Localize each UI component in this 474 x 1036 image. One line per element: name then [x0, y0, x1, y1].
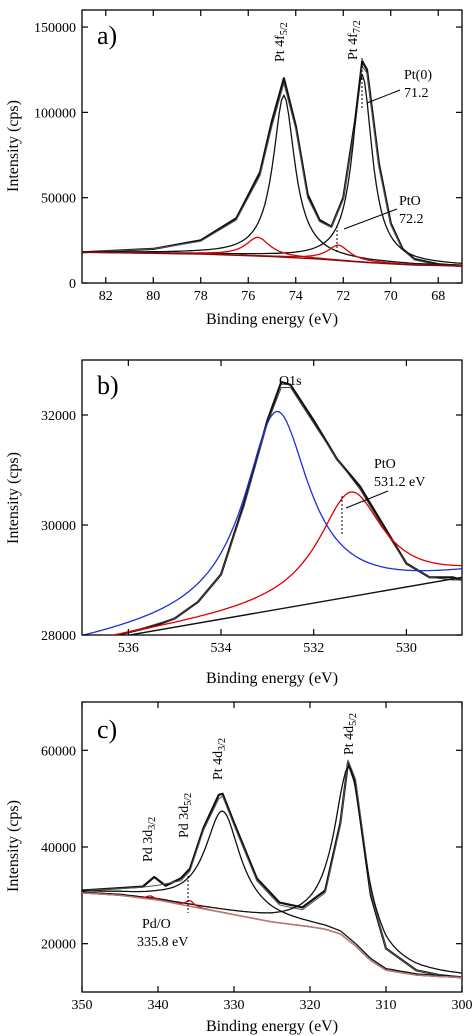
- panel-b-plot-area: [82, 380, 462, 635]
- panel-b-series-o1s-2: [82, 410, 462, 635]
- panel-c-plot-area: [82, 759, 462, 979]
- panel-a-x-ticks: 82 80 78 76 74 72 70 68: [99, 10, 445, 304]
- panel-c-annot-pdo-value: 335.8 eV: [137, 935, 188, 950]
- panel-a-series-pt-4f5-2-2: [82, 94, 462, 266]
- panel-c-xtick-label: 300: [452, 998, 473, 1013]
- panel-c-y-ticks: 20000 40000 60000: [41, 744, 462, 953]
- panel-b-series-pto-3: [110, 491, 462, 635]
- panel-b-annot-pto-value: 531.2 eV: [374, 475, 425, 490]
- panel-c-ytick-label: 40000: [41, 841, 76, 856]
- panel-a-label: a): [97, 21, 117, 50]
- panel-a-xtick-label: 78: [194, 289, 208, 304]
- panel-c-series-envelope-1: [82, 759, 462, 978]
- panel-b-annot-pto: PtO: [374, 457, 396, 472]
- panel-a-ytick-label: 100000: [34, 106, 76, 121]
- panel-c-ytick-label: 60000: [41, 744, 76, 759]
- panel-a-y-ticks: 0 50000 100000 150000: [34, 21, 462, 292]
- panel-b-xlabel: Binding energy (eV): [206, 670, 338, 687]
- panel-b-ytick-label: 30000: [41, 519, 76, 534]
- panel-b-ytick-label: 28000: [41, 629, 76, 644]
- panel-c-label-pd3d32: Pd 3d3/2: [141, 817, 158, 862]
- panel-a-annot-pto-value: 72.2: [399, 212, 424, 227]
- panel-c-ytick-label: 20000: [41, 938, 76, 953]
- panel-a-series-background-6: [82, 251, 462, 267]
- panel-b-ylabel: Intensity (cps): [5, 452, 22, 544]
- panel-a-xtick-label: 72: [336, 289, 350, 304]
- panel-a-xtick-label: 76: [241, 289, 255, 304]
- panel-b-ytick-label: 32000: [41, 409, 76, 424]
- panel-b-arrow-pto: [345, 490, 389, 509]
- panel-a-xtick-label: 70: [384, 289, 398, 304]
- panel-c-xtick-label: 340: [148, 998, 169, 1013]
- panel-a-xtick-label: 80: [146, 289, 160, 304]
- panel-c-xlabel: Binding energy (eV): [206, 1018, 338, 1035]
- panel-c-x-ticks: 350 340 330 320 310 300: [72, 702, 473, 1013]
- panel-a-annot-pt0-value: 71.2: [404, 86, 429, 101]
- panel-c-label-pd3d52: Pd 3d5/2: [177, 793, 194, 838]
- panel-a-ytick-label: 50000: [41, 192, 76, 207]
- panel-a-label-pt4f72: Pt 4f7/2: [346, 20, 363, 60]
- panel-c-label: c): [97, 715, 117, 744]
- panel-c-xtick-label: 330: [224, 998, 245, 1013]
- panel-b-xtick-label: 532: [303, 641, 324, 656]
- panel-a-annot-pto: PtO: [399, 194, 421, 209]
- panel-a-ytick-label: 150000: [34, 21, 76, 36]
- panel-b-annot-o1s: O1s: [279, 374, 302, 389]
- panel-c-xtick-label: 320: [300, 998, 321, 1013]
- panel-b-xtick-label: 536: [118, 641, 139, 656]
- panel-c-series-background-6: [82, 892, 462, 979]
- panel-c: 350 340 330 320 310 300 20000 40000 60000 c) Bi…: [5, 701, 473, 1035]
- panel-c-label-pt4d32: Pt 4d3/2: [211, 738, 228, 780]
- panel-a-xlabel: Binding energy (eV): [206, 311, 338, 328]
- panel-b-xtick-label: 534: [211, 641, 232, 656]
- panel-a-xtick-label: 68: [431, 289, 445, 304]
- panel-b-series-raw-0: [112, 380, 462, 635]
- panel-a-annot-pt0: Pt(0): [404, 68, 432, 83]
- panel-b-label: b): [97, 371, 119, 400]
- panel-a-arrow-pto: [343, 208, 398, 230]
- panel-b-y-ticks: 28000 30000 32000: [41, 409, 462, 644]
- panel-b-xtick-label: 530: [396, 641, 417, 656]
- panel-a-ytick-label: 0: [69, 277, 76, 292]
- panel-b-frame: [81, 359, 463, 636]
- panel-a-plot-area: [82, 60, 462, 268]
- panel-c-xtick-label: 350: [72, 998, 93, 1013]
- panel-a-xtick-label: 82: [99, 289, 113, 304]
- panel-a-frame: [81, 9, 463, 284]
- panel-a-xtick-label: 74: [289, 289, 303, 304]
- panel-b-series-envelope-1: [110, 387, 462, 635]
- panel-c-xtick-label: 310: [376, 998, 397, 1013]
- panel-c-label-pt4d52: Pt 4d5/2: [342, 713, 359, 755]
- panel-b-series-background-4: [125, 576, 462, 635]
- panel-a-label-pt4f52: Pt 4f5/2: [273, 22, 290, 62]
- panel-a-ylabel: Intensity (cps): [5, 100, 22, 192]
- panel-a-series-envelope-1: [82, 65, 462, 268]
- panel-c-ylabel: Intensity (cps): [5, 800, 22, 892]
- panel-b-x-ticks: 536 534 532 530: [118, 360, 417, 656]
- panel-b: 536 534 532 530 28000 30000 32000 b) Binding …: [5, 359, 463, 687]
- panel-c-annot-pdo: Pd/O: [142, 917, 171, 932]
- panel-c-series-pt-4d3-2-2: [82, 810, 462, 978]
- panel-a-arrow-pt0: [366, 89, 401, 104]
- panel-a: 82 80 78 76 74 72 70 68 0 50000 100000 150000 a) B…: [5, 9, 463, 328]
